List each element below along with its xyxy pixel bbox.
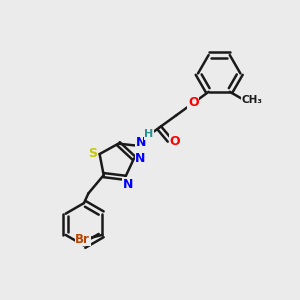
- Text: H: H: [144, 129, 153, 139]
- Text: CH₃: CH₃: [242, 95, 262, 105]
- Text: N: N: [123, 178, 133, 191]
- Text: O: O: [169, 135, 180, 148]
- Text: O: O: [188, 97, 199, 110]
- Text: N: N: [136, 136, 146, 149]
- Text: S: S: [88, 147, 98, 160]
- Text: Br: Br: [75, 233, 90, 246]
- Text: N: N: [135, 152, 146, 165]
